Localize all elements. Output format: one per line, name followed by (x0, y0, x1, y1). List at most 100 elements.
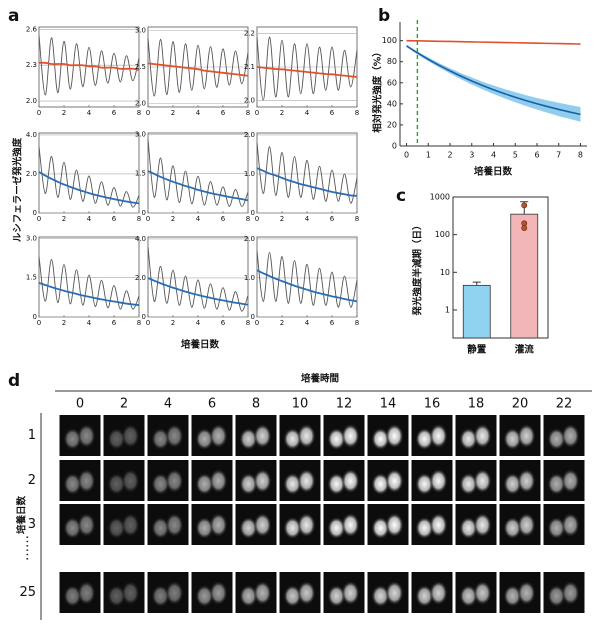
image-blob (77, 469, 96, 493)
image-blob (107, 428, 126, 450)
image-blob (121, 513, 140, 537)
x-tick-label: 6 (112, 215, 117, 223)
image-blob (547, 585, 566, 607)
x-tick-label: 2 (280, 215, 284, 223)
y-tick-label: 0 (33, 313, 37, 321)
y-tick-label: 2.0 (244, 131, 255, 139)
image-blob (253, 581, 272, 605)
column-label: 6 (208, 397, 216, 412)
image-blob (503, 585, 522, 607)
image-blob (297, 469, 316, 493)
image-blob (327, 428, 346, 450)
row-label: 25 (19, 585, 36, 600)
image-blob (195, 585, 214, 607)
image-blob (561, 581, 580, 605)
y-tick-label: 100 (382, 36, 397, 45)
x-tick-label: 2 (280, 109, 284, 117)
x-tick-label: 4 (305, 109, 310, 117)
image-blob (63, 585, 82, 607)
image-blob (415, 585, 434, 607)
y-tick-label: 3.0 (135, 130, 146, 138)
image-blob (371, 428, 390, 450)
image-blob (385, 469, 404, 493)
image-blob (283, 517, 302, 539)
image-blob (459, 428, 478, 450)
y-tick-label: 1.0 (244, 274, 255, 282)
image-blob (253, 513, 272, 537)
image-blob (121, 424, 140, 448)
y-tick-label: 1.5 (26, 274, 37, 282)
image-blob (195, 517, 214, 539)
image-blob (341, 424, 360, 448)
column-header: 培養時間 (301, 373, 339, 385)
y-tick-label: 2.6 (26, 25, 38, 33)
x-tick-label: 8 (355, 319, 359, 327)
y-tick-label: 1 (445, 305, 450, 314)
x-tick-label: 6 (330, 109, 335, 117)
x-tick-label: 4 (196, 319, 201, 327)
x-tick-label: 8 (246, 215, 250, 223)
y-tick-label: 4.0 (26, 131, 37, 139)
series-line (256, 269, 358, 303)
x-tick-label: 4 (87, 109, 92, 117)
x-tick-label: 1 (426, 151, 431, 160)
panel-label: a (8, 6, 19, 26)
image-blob (253, 424, 272, 448)
x-tick-label: 6 (112, 109, 117, 117)
image-blob (429, 424, 448, 448)
series-line (147, 170, 249, 202)
x-tick-label: 6 (330, 215, 335, 223)
x-tick-label: 4 (305, 319, 310, 327)
row-header: 培養日数 (16, 496, 28, 535)
image-blob (165, 424, 184, 448)
row-label: …… (23, 535, 38, 561)
image-blob (283, 428, 302, 450)
image-blob (151, 473, 170, 495)
x-tick-label: 6 (221, 319, 226, 327)
panel-label: d (8, 371, 20, 391)
y-tick-label: 2.1 (244, 63, 255, 71)
y-tick-label: 3.0 (135, 27, 146, 35)
panel-label: b (378, 6, 390, 26)
y-tick-label: 2.0 (244, 96, 255, 104)
x-axis-label: 培養日数 (474, 166, 513, 178)
x-tick-label: 7 (556, 151, 561, 160)
column-label: 12 (336, 397, 353, 412)
series-line (38, 171, 140, 205)
column-label: 4 (164, 397, 172, 412)
y-tick-label: 1.0 (244, 170, 255, 178)
x-tick-label: 6 (330, 319, 335, 327)
image-blob (503, 473, 522, 495)
image-blob (195, 473, 214, 495)
image-blob (385, 581, 404, 605)
image-blob (385, 424, 404, 448)
x-tick-label: 6 (221, 215, 226, 223)
series-line (147, 62, 249, 77)
x-tick-label: 0 (146, 319, 150, 327)
image-blob (415, 517, 434, 539)
x-tick-label: 6 (534, 151, 539, 160)
x-tick-label: 2 (62, 319, 66, 327)
x-tick-label: 2 (62, 215, 66, 223)
image-blob (121, 581, 140, 605)
x-tick-label: 3 (469, 151, 474, 160)
confidence-band (406, 44, 581, 122)
column-label: 14 (380, 397, 397, 412)
y-tick-label: 1.5 (135, 170, 146, 178)
x-tick-label: 8 (137, 319, 141, 327)
image-blob (283, 585, 302, 607)
series-line (38, 282, 140, 307)
column-label: 2 (120, 397, 128, 412)
series-line (38, 146, 140, 208)
x-tick-label: 4 (196, 109, 201, 117)
series-line (256, 36, 358, 101)
x-tick-label: 2 (171, 319, 175, 327)
column-label: 10 (292, 397, 309, 412)
y-tick-label: 0 (142, 209, 146, 217)
bar (510, 213, 539, 339)
image-blob (77, 513, 96, 537)
y-axis-label: 発光強度半減期（日） (412, 220, 424, 316)
image-blob (503, 517, 522, 539)
image-blob (517, 513, 536, 537)
image-blob (121, 469, 140, 493)
